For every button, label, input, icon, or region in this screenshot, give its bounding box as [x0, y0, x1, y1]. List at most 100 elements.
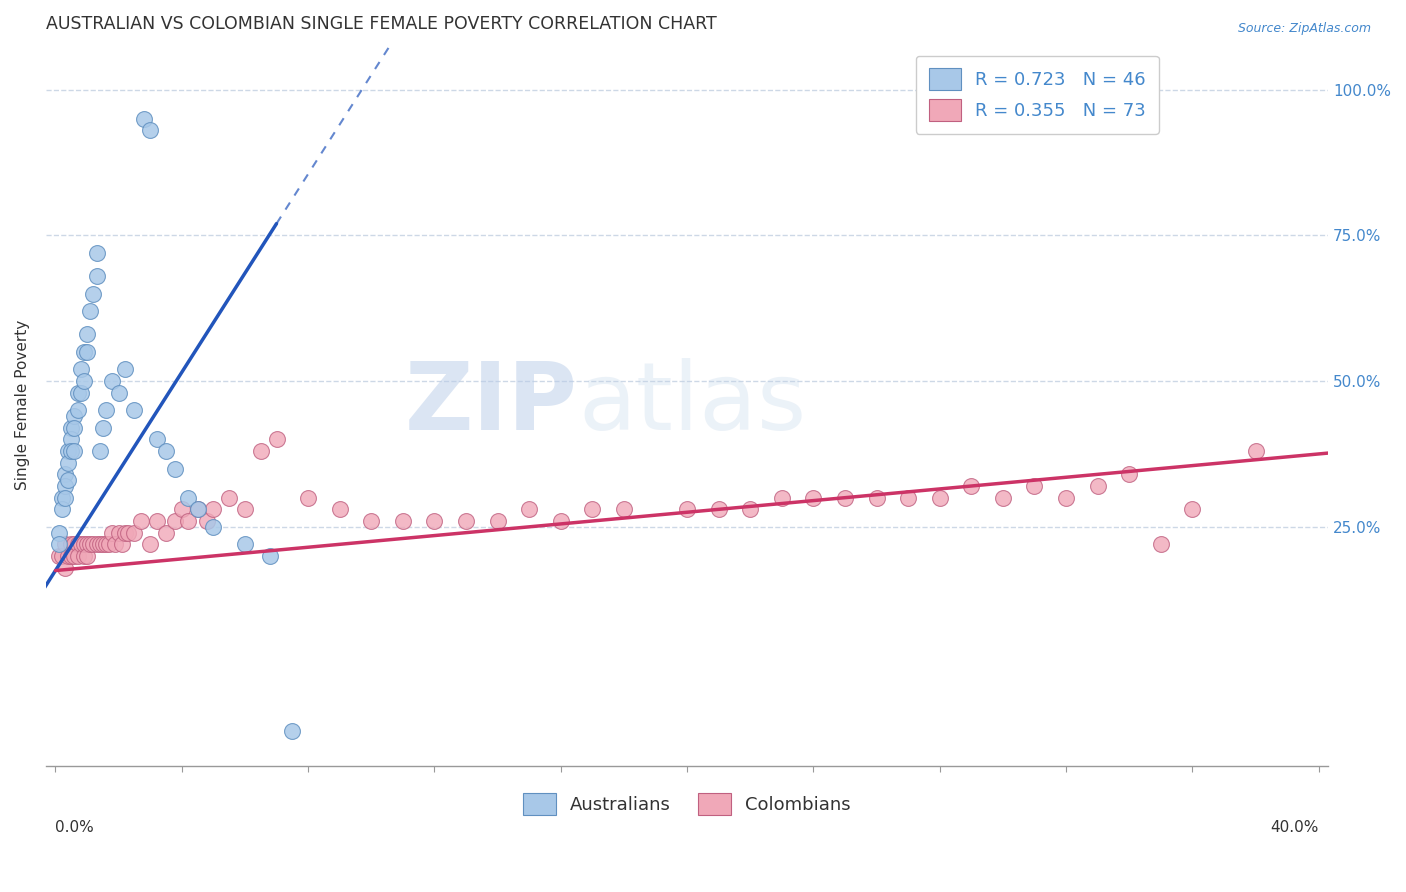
Point: [454, 514, 477, 528]
Point: [53, 491, 76, 505]
Point: [76, 345, 98, 359]
Point: [107, 385, 129, 400]
Point: [581, 502, 603, 516]
Point: [991, 491, 1014, 505]
Point: [132, 112, 155, 126]
Point: [803, 491, 825, 505]
Point: [707, 502, 730, 516]
Point: [145, 514, 167, 528]
Point: [124, 403, 146, 417]
Point: [266, 433, 288, 447]
Text: 40.0%: 40.0%: [1270, 820, 1319, 835]
Point: [297, 491, 319, 505]
Point: [51, 502, 73, 516]
Point: [1054, 491, 1077, 505]
Point: [101, 374, 124, 388]
Point: [56, 549, 79, 563]
Point: [48, 537, 70, 551]
Point: [423, 514, 446, 528]
Point: [114, 525, 136, 540]
Point: [63, 420, 86, 434]
Point: [195, 514, 218, 528]
Point: [69, 362, 91, 376]
Point: [114, 362, 136, 376]
Point: [281, 723, 304, 738]
Point: [360, 514, 382, 528]
Point: [86, 537, 108, 551]
Point: [218, 491, 240, 505]
Point: [165, 514, 187, 528]
Point: [60, 433, 83, 447]
Point: [202, 502, 225, 516]
Point: [82, 537, 104, 551]
Point: [66, 385, 89, 400]
Point: [66, 537, 89, 551]
Point: [101, 525, 124, 540]
Point: [1024, 479, 1046, 493]
Point: [48, 525, 70, 540]
Point: [329, 502, 352, 516]
Point: [249, 444, 271, 458]
Point: [155, 444, 177, 458]
Point: [89, 537, 111, 551]
Point: [233, 502, 256, 516]
Point: [1087, 479, 1109, 493]
Point: [60, 549, 83, 563]
Point: [73, 345, 96, 359]
Point: [69, 537, 91, 551]
Point: [550, 514, 572, 528]
Point: [129, 514, 152, 528]
Point: [94, 403, 117, 417]
Point: [928, 491, 950, 505]
Point: [676, 502, 699, 516]
Point: [834, 491, 856, 505]
Point: [53, 537, 76, 551]
Point: [187, 502, 209, 516]
Text: AUSTRALIAN VS COLOMBIAN SINGLE FEMALE POVERTY CORRELATION CHART: AUSTRALIAN VS COLOMBIAN SINGLE FEMALE PO…: [46, 15, 717, 33]
Point: [86, 245, 108, 260]
Point: [56, 456, 79, 470]
Point: [107, 525, 129, 540]
Point: [155, 525, 177, 540]
Point: [76, 327, 98, 342]
Y-axis label: Single Female Poverty: Single Female Poverty: [15, 319, 30, 490]
Point: [94, 537, 117, 551]
Point: [66, 549, 89, 563]
Point: [53, 560, 76, 574]
Point: [960, 479, 983, 493]
Point: [117, 525, 139, 540]
Point: [202, 520, 225, 534]
Point: [1244, 444, 1267, 458]
Point: [76, 537, 98, 551]
Point: [73, 537, 96, 551]
Point: [233, 537, 256, 551]
Point: [259, 549, 281, 563]
Point: [73, 549, 96, 563]
Point: [79, 304, 101, 318]
Point: [486, 514, 509, 528]
Point: [139, 537, 162, 551]
Text: ZIP: ZIP: [405, 359, 578, 450]
Point: [60, 420, 83, 434]
Point: [63, 444, 86, 458]
Point: [51, 549, 73, 563]
Point: [1150, 537, 1173, 551]
Point: [53, 479, 76, 493]
Point: [76, 549, 98, 563]
Legend: Australians, Colombians: Australians, Colombians: [516, 786, 858, 822]
Point: [89, 444, 111, 458]
Point: [104, 537, 127, 551]
Point: [86, 269, 108, 284]
Point: [865, 491, 887, 505]
Point: [139, 123, 162, 137]
Point: [60, 444, 83, 458]
Point: [517, 502, 540, 516]
Point: [79, 537, 101, 551]
Point: [392, 514, 415, 528]
Point: [740, 502, 762, 516]
Point: [111, 537, 134, 551]
Point: [770, 491, 793, 505]
Point: [48, 549, 70, 563]
Point: [56, 444, 79, 458]
Point: [124, 525, 146, 540]
